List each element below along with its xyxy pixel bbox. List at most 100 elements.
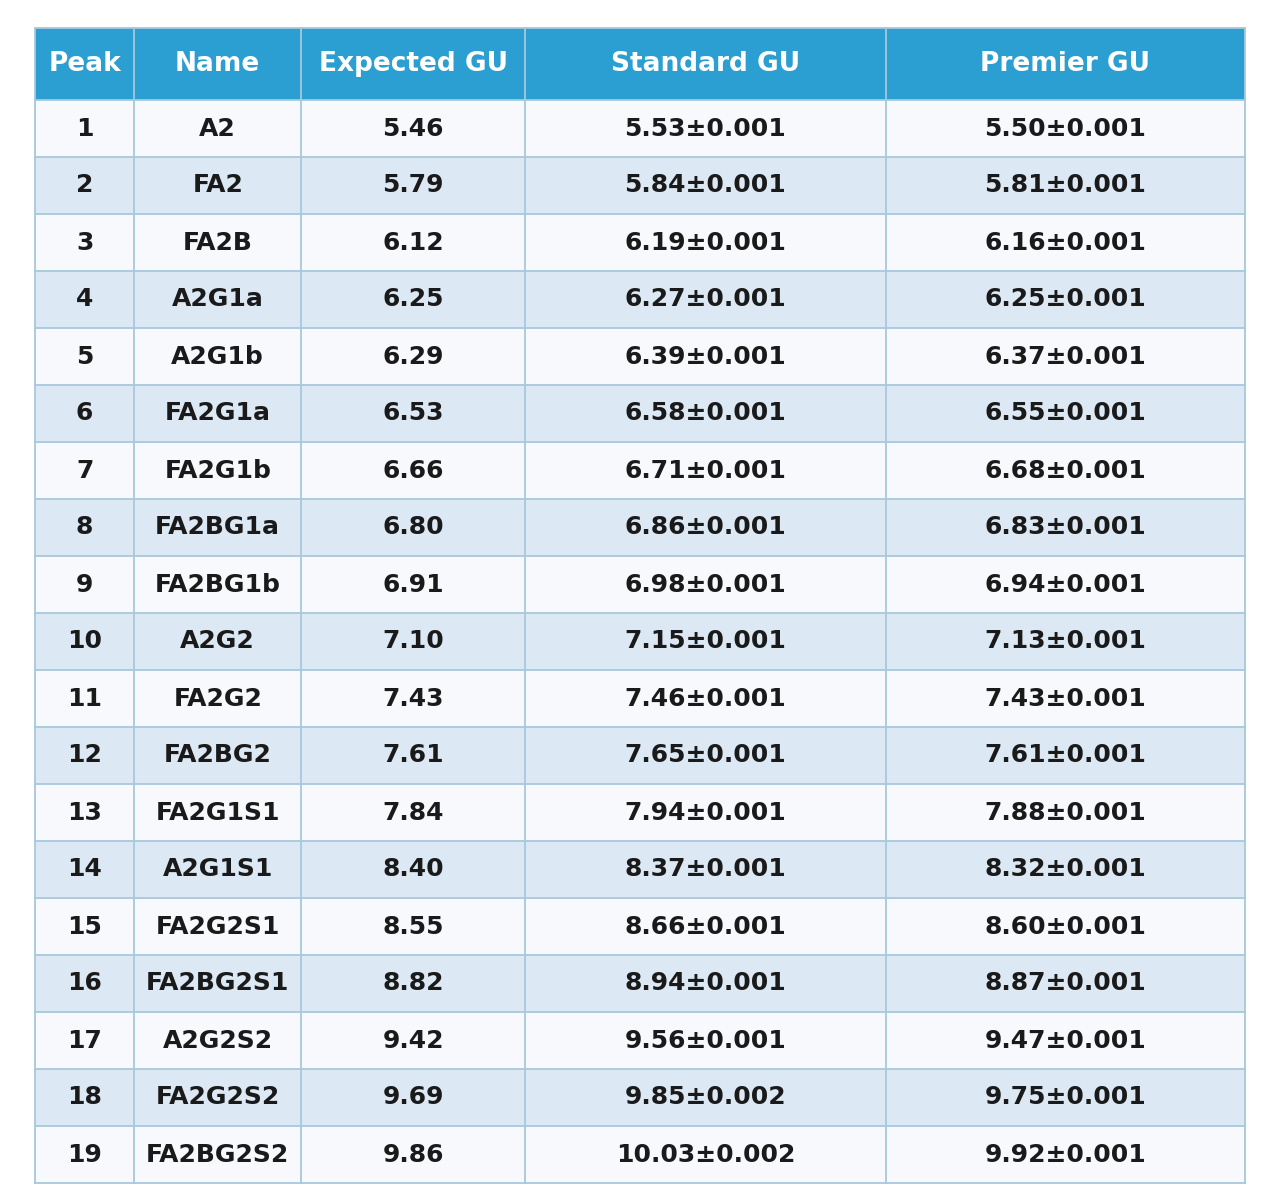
Bar [886, 898, 1245, 955]
Bar [35, 613, 134, 670]
Bar [301, 215, 525, 271]
Text: 8.37±0.001: 8.37±0.001 [625, 857, 786, 882]
Text: 6.19±0.001: 6.19±0.001 [625, 230, 786, 255]
Bar [134, 27, 301, 100]
Bar [886, 613, 1245, 670]
Text: 5: 5 [76, 344, 93, 368]
Text: 14: 14 [67, 857, 102, 882]
Text: A2G2: A2G2 [180, 629, 255, 653]
Bar [886, 1012, 1245, 1069]
Bar [35, 670, 134, 727]
Text: 6.66: 6.66 [383, 459, 444, 483]
Bar [301, 442, 525, 499]
Text: 9.56±0.001: 9.56±0.001 [625, 1029, 786, 1053]
Text: FA2BG1b: FA2BG1b [155, 572, 280, 596]
Text: 8.66±0.001: 8.66±0.001 [625, 914, 786, 938]
Bar [525, 955, 886, 1012]
Text: 6.58±0.001: 6.58±0.001 [625, 402, 786, 426]
Bar [886, 555, 1245, 613]
Text: 10: 10 [67, 629, 102, 653]
Text: 6.27±0.001: 6.27±0.001 [625, 287, 786, 311]
Bar [134, 842, 301, 898]
Text: 6.25±0.001: 6.25±0.001 [984, 287, 1146, 311]
Bar [525, 1012, 886, 1069]
Text: 9.42: 9.42 [383, 1029, 444, 1053]
Text: A2: A2 [200, 117, 236, 141]
Bar [35, 842, 134, 898]
Text: 16: 16 [67, 971, 102, 995]
Bar [35, 555, 134, 613]
Bar [886, 842, 1245, 898]
Text: 9: 9 [76, 572, 93, 596]
Text: A2G2S2: A2G2S2 [163, 1029, 273, 1053]
Text: FA2: FA2 [192, 174, 243, 198]
Bar [886, 955, 1245, 1012]
Bar [301, 842, 525, 898]
Text: 10.03±0.002: 10.03±0.002 [616, 1142, 795, 1167]
Bar [301, 328, 525, 385]
Text: FA2G1S1: FA2G1S1 [155, 801, 280, 825]
Bar [134, 1012, 301, 1069]
Text: Expected GU: Expected GU [319, 51, 508, 77]
Bar [134, 385, 301, 442]
Text: 7.61: 7.61 [383, 744, 444, 768]
Bar [35, 1012, 134, 1069]
Text: 7.61±0.001: 7.61±0.001 [984, 744, 1147, 768]
Bar [525, 100, 886, 157]
Bar [35, 157, 134, 215]
Text: 6: 6 [76, 402, 93, 426]
Bar [525, 499, 886, 555]
Text: 6.68±0.001: 6.68±0.001 [984, 459, 1146, 483]
Bar [525, 898, 886, 955]
Text: 8.40: 8.40 [383, 857, 444, 882]
Text: 15: 15 [67, 914, 102, 938]
Text: 6.83±0.001: 6.83±0.001 [984, 515, 1146, 540]
Bar [35, 100, 134, 157]
Bar [134, 271, 301, 328]
Bar [301, 100, 525, 157]
Text: 9.85±0.002: 9.85±0.002 [625, 1086, 786, 1110]
Bar [301, 157, 525, 215]
Bar [134, 613, 301, 670]
Text: 9.92±0.001: 9.92±0.001 [984, 1142, 1146, 1167]
Bar [525, 328, 886, 385]
Bar [35, 1126, 134, 1182]
Text: 7: 7 [76, 459, 93, 483]
Bar [301, 1012, 525, 1069]
Text: 2: 2 [76, 174, 93, 198]
Bar [886, 1126, 1245, 1182]
Bar [35, 898, 134, 955]
Text: 17: 17 [67, 1029, 102, 1053]
Bar [886, 27, 1245, 100]
Text: FA2B: FA2B [183, 230, 252, 255]
Text: FA2BG1a: FA2BG1a [155, 515, 280, 540]
Bar [301, 499, 525, 555]
Text: 6.12: 6.12 [383, 230, 444, 255]
Text: FA2G2S1: FA2G2S1 [156, 914, 280, 938]
Text: 6.25: 6.25 [383, 287, 444, 311]
Bar [886, 727, 1245, 784]
Bar [525, 613, 886, 670]
Text: 6.86±0.001: 6.86±0.001 [625, 515, 786, 540]
Text: 6.53: 6.53 [383, 402, 444, 426]
Bar [134, 955, 301, 1012]
Bar [134, 555, 301, 613]
Text: 5.50±0.001: 5.50±0.001 [984, 117, 1147, 141]
Text: FA2G2: FA2G2 [173, 687, 262, 710]
Text: 8.87±0.001: 8.87±0.001 [984, 971, 1146, 995]
Bar [886, 670, 1245, 727]
Text: 9.86: 9.86 [383, 1142, 444, 1167]
Bar [525, 215, 886, 271]
Bar [525, 1069, 886, 1126]
Text: FA2BG2S2: FA2BG2S2 [146, 1142, 289, 1167]
Text: 19: 19 [67, 1142, 102, 1167]
Bar [134, 100, 301, 157]
Bar [35, 727, 134, 784]
Text: 7.43±0.001: 7.43±0.001 [984, 687, 1146, 710]
Bar [35, 385, 134, 442]
Text: 8.32±0.001: 8.32±0.001 [984, 857, 1146, 882]
Text: 5.53±0.001: 5.53±0.001 [625, 117, 786, 141]
Text: 8.82: 8.82 [383, 971, 444, 995]
Text: FA2BG2S1: FA2BG2S1 [146, 971, 289, 995]
Text: 7.94±0.001: 7.94±0.001 [625, 801, 786, 825]
